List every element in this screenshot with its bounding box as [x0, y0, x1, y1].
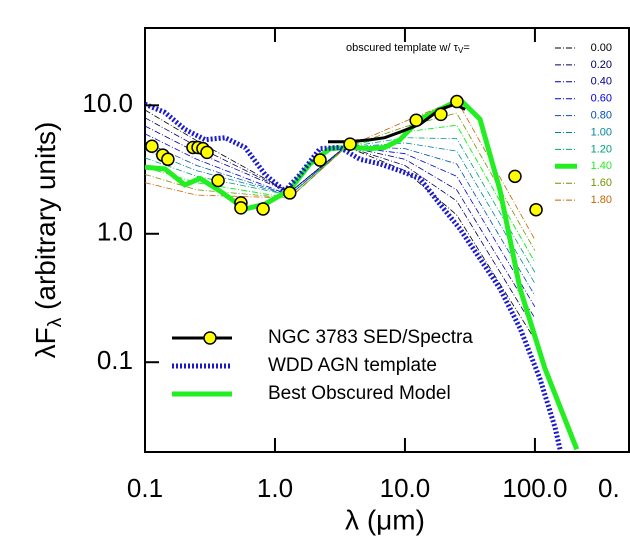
template-legend-title: obscured template w/ τV= [346, 42, 470, 55]
template-legend-label: 0.60 [591, 93, 612, 105]
template-legend-label: 0.80 [591, 110, 612, 122]
legend-label: WDD AGN template [268, 355, 437, 376]
y-label-sub: λ [45, 317, 66, 327]
sed-point [256, 202, 270, 216]
x-axis-label: λ (μm) [345, 504, 425, 535]
sed-point [234, 201, 248, 215]
template-line [145, 101, 563, 450]
sed-point [200, 145, 214, 160]
y-tick-label: 0.1 [97, 345, 133, 375]
template-line [145, 99, 536, 240]
plot-area [145, 94, 580, 451]
sed-point [343, 137, 357, 151]
x-tick-label: 100.0 [502, 473, 567, 503]
template-legend-label: 1.40 [591, 160, 612, 172]
x-tick-label: 1.0 [257, 473, 293, 503]
sed-point [409, 113, 423, 128]
legend-label: Best Obscured Model [268, 383, 451, 404]
legend-marker [203, 331, 217, 345]
tau-title-sub: V [458, 46, 464, 55]
template-legend-label: 0.00 [591, 42, 612, 54]
template-legend-label: 0.20 [591, 59, 612, 71]
template-legend-label: 1.60 [591, 177, 612, 189]
sed-point [161, 152, 175, 167]
template-legend-label: 1.00 [591, 126, 612, 138]
y-tick-label: 10.0 [82, 88, 133, 118]
sed-point [434, 107, 448, 122]
tau-title-main: obscured template w/ τ [346, 42, 459, 54]
model-line [145, 96, 580, 451]
x-tick-label: 0.1 [127, 473, 163, 503]
sed-point [145, 139, 159, 154]
y-label-main: λF [30, 327, 61, 358]
template-legend-label: 1.80 [591, 194, 612, 206]
sed-point [529, 202, 543, 217]
tau-title-rest: = [463, 42, 469, 54]
template-line [145, 141, 536, 296]
next-panel-tick-label: 0. [598, 473, 620, 503]
y-label-rest: (arbitrary units) [30, 122, 61, 318]
legend-label: NGC 3783 SED/Spectra [268, 327, 473, 348]
y-axis-label: λFλ (arbitrary units) [30, 122, 66, 359]
template-line [145, 142, 536, 284]
x-tick-label: 10.0 [380, 473, 431, 503]
template-legend-label: 1.20 [591, 143, 612, 155]
sed-point [450, 94, 464, 109]
sed-point [313, 153, 327, 167]
sed-point [508, 169, 522, 184]
template-legend-label: 0.40 [591, 76, 612, 88]
sed-point [283, 186, 297, 200]
sed-point [211, 173, 225, 188]
plot-frame [144, 27, 630, 453]
y-tick-label: 1.0 [97, 217, 133, 247]
